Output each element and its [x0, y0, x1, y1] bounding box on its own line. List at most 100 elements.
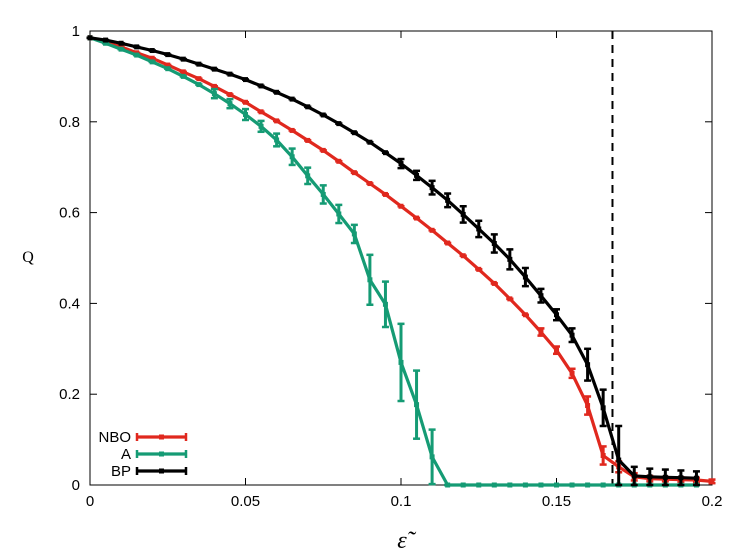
data-point	[507, 296, 513, 302]
data-point	[289, 154, 295, 160]
data-point	[538, 482, 544, 488]
series-line	[89, 36, 697, 487]
data-point	[585, 403, 591, 409]
data-point	[522, 274, 528, 280]
data-point	[149, 48, 155, 54]
data-point	[134, 44, 140, 50]
data-point	[554, 312, 559, 318]
data-point	[382, 191, 388, 197]
data-point	[351, 130, 357, 136]
x-tick-label: 0.05	[231, 493, 260, 510]
data-point	[336, 158, 342, 164]
legend-marker	[159, 451, 164, 457]
data-point	[336, 121, 342, 127]
data-point	[351, 170, 357, 176]
data-point	[258, 83, 264, 89]
data-point	[445, 197, 451, 203]
data-point	[289, 96, 295, 102]
data-point	[491, 280, 497, 286]
data-point	[87, 35, 93, 41]
data-point	[600, 452, 606, 458]
data-point	[180, 56, 186, 62]
data-point	[414, 402, 420, 408]
data-point	[305, 137, 311, 143]
data-point	[678, 475, 684, 481]
data-point	[647, 474, 653, 480]
legend-entry-a: A	[121, 446, 188, 463]
x-axis-label: ε̃	[397, 528, 416, 554]
data-point	[149, 55, 155, 61]
data-point	[243, 77, 248, 83]
data-point	[414, 215, 420, 221]
data-point	[382, 150, 388, 156]
y-tick-label: 0	[72, 477, 80, 494]
axis-ticks	[89, 30, 713, 486]
data-point	[445, 240, 451, 246]
data-point	[227, 92, 233, 98]
x-tick-label: 0	[86, 493, 94, 510]
y-tick-label: 0.4	[59, 295, 80, 312]
data-point	[460, 482, 466, 488]
data-point	[585, 362, 591, 368]
data-point	[196, 76, 202, 82]
legend-marker	[159, 468, 164, 474]
data-point	[554, 347, 559, 353]
data-point	[227, 101, 233, 107]
series-bp	[86, 35, 700, 487]
data-point	[522, 482, 528, 488]
data-point	[662, 474, 668, 480]
data-point	[507, 482, 513, 488]
y-tick-label: 1	[72, 23, 80, 40]
data-point	[118, 46, 124, 52]
data-point	[118, 40, 124, 46]
x-tick-label: 0.15	[542, 493, 571, 510]
data-point	[429, 227, 435, 233]
data-point	[600, 405, 606, 411]
data-point	[616, 457, 622, 463]
data-point	[196, 61, 202, 67]
data-point	[211, 83, 217, 89]
y-tick-label: 0.8	[59, 114, 80, 131]
y-tick-label: 0.2	[59, 386, 80, 403]
y-tick-label: 0.6	[59, 205, 80, 222]
legend-label: BP	[111, 463, 131, 480]
legend-label: NBO	[98, 429, 131, 446]
data-point	[274, 137, 280, 143]
data-point	[134, 52, 140, 58]
series-nbo	[86, 35, 716, 485]
data-point	[491, 240, 497, 246]
data-point	[569, 370, 575, 376]
data-point	[693, 475, 699, 481]
x-tick-label: 0.1	[391, 493, 412, 510]
series-line	[89, 36, 713, 483]
data-point	[538, 329, 544, 335]
data-point	[585, 482, 591, 488]
data-point	[289, 127, 295, 133]
data-point	[211, 66, 217, 72]
data-point	[211, 91, 217, 97]
data-point	[320, 112, 326, 118]
data-point	[243, 99, 248, 105]
data-point	[258, 109, 264, 115]
data-point	[569, 482, 575, 488]
data-point	[398, 203, 404, 209]
data-point	[367, 277, 373, 283]
data-point	[351, 231, 357, 237]
data-point	[305, 173, 311, 179]
data-point	[429, 454, 435, 460]
data-point	[460, 211, 466, 217]
data-point	[320, 191, 326, 197]
data-point	[507, 256, 513, 262]
data-point	[243, 112, 248, 118]
tick-labels: 0 0.05 0.1 0.15 0.2 0 0.2 0.4 0.6 0.8 1	[59, 23, 722, 510]
data-point	[180, 69, 186, 75]
data-point	[398, 359, 404, 365]
data-point	[367, 181, 373, 187]
data-point	[398, 161, 404, 167]
data-point	[180, 73, 186, 79]
data-point	[538, 293, 544, 299]
legend-marker	[159, 434, 164, 440]
data-point	[709, 478, 715, 484]
